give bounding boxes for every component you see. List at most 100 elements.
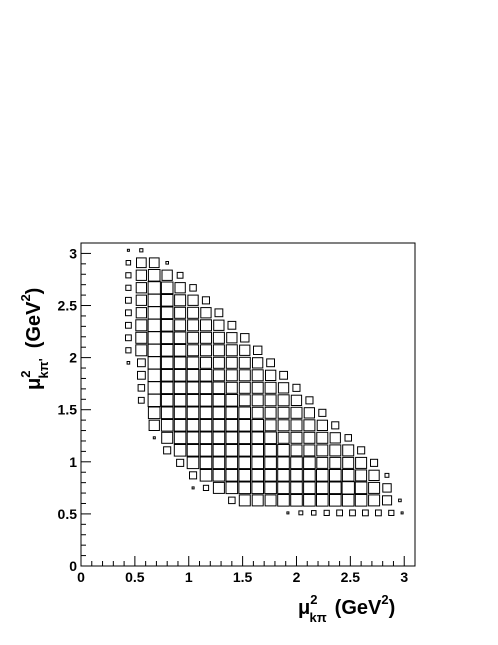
heatmap-cell bbox=[354, 494, 368, 507]
heatmap-cell bbox=[173, 419, 187, 432]
heatmap-cell bbox=[125, 321, 132, 329]
heatmap-cell bbox=[186, 381, 200, 395]
heatmap-cell bbox=[253, 345, 263, 356]
heatmap-cell bbox=[200, 331, 212, 344]
heatmap-cell bbox=[200, 356, 212, 369]
x-tick-label: 3 bbox=[400, 569, 408, 585]
heatmap-cell bbox=[238, 406, 251, 420]
heatmap-cell bbox=[174, 282, 186, 294]
heatmap-cell bbox=[370, 458, 379, 467]
heatmap-cell bbox=[199, 444, 213, 457]
heatmap-cell bbox=[225, 406, 239, 420]
heatmap-cell bbox=[212, 369, 225, 382]
heatmap-cell bbox=[213, 319, 225, 331]
heatmap-cell bbox=[227, 320, 237, 330]
heatmap-cell bbox=[290, 406, 303, 419]
heatmap-cell bbox=[199, 369, 213, 382]
x-axis-ticks: 0 0.5 1 1.5 2 2.5 3 bbox=[77, 556, 416, 585]
heatmap-cell bbox=[355, 469, 368, 482]
heatmap-cell bbox=[225, 394, 239, 407]
heatmap-cell bbox=[199, 406, 213, 420]
heatmap-cell bbox=[163, 446, 172, 455]
heatmap-cell bbox=[290, 456, 303, 470]
heatmap-cell bbox=[290, 419, 303, 432]
heatmap-cell bbox=[388, 509, 395, 516]
heatmap-cell bbox=[187, 294, 199, 306]
heatmap-cell bbox=[160, 306, 174, 320]
heatmap-cell bbox=[251, 444, 264, 457]
heatmap-cell bbox=[238, 494, 251, 507]
heatmap-cell bbox=[176, 458, 185, 467]
heatmap-cell bbox=[316, 456, 329, 469]
heatmap-cell bbox=[238, 419, 251, 432]
heatmap-cell bbox=[160, 381, 174, 395]
heatmap-cell bbox=[191, 486, 195, 490]
heatmap-cell bbox=[238, 444, 251, 457]
heatmap-cell bbox=[303, 494, 316, 507]
x-axis-title-unit-open: (GeV bbox=[335, 597, 382, 619]
heatmap-cell bbox=[368, 494, 381, 507]
heatmap-cell bbox=[251, 494, 264, 507]
heatmap-cell bbox=[277, 382, 290, 394]
heatmap-cell bbox=[354, 481, 368, 495]
heatmap-cell bbox=[186, 444, 200, 457]
heatmap-cell bbox=[329, 469, 342, 482]
heatmap-cell bbox=[200, 319, 212, 332]
heatmap-cell bbox=[212, 356, 225, 369]
heatmap-cell bbox=[147, 281, 161, 295]
heatmap-cell bbox=[316, 419, 329, 432]
heatmap-cell bbox=[125, 347, 132, 354]
heatmap-cell bbox=[201, 296, 210, 305]
heatmap-cell bbox=[173, 444, 187, 457]
heatmap-cell bbox=[305, 396, 314, 405]
heatmap-cell bbox=[264, 381, 277, 394]
heatmap-cell bbox=[225, 469, 239, 482]
heatmap-cell bbox=[147, 393, 161, 408]
heatmap-cell bbox=[225, 419, 239, 432]
heatmap-cell bbox=[265, 369, 277, 382]
heatmap-cell bbox=[303, 469, 316, 482]
heatmap-cell bbox=[341, 494, 355, 507]
heatmap-cell bbox=[238, 456, 251, 470]
heatmap-cell bbox=[147, 306, 161, 320]
heatmap-cell bbox=[277, 431, 290, 444]
heatmap-cell bbox=[398, 498, 402, 503]
heatmap-cell bbox=[266, 358, 276, 368]
heatmap-cell bbox=[200, 344, 212, 357]
heatmap-cell bbox=[292, 383, 301, 392]
heatmap-cell bbox=[160, 344, 174, 357]
heatmap-cell bbox=[329, 494, 342, 507]
heatmap-cell bbox=[238, 356, 251, 369]
heatmap-cell bbox=[252, 357, 264, 369]
x-tick-label: 0.5 bbox=[125, 569, 145, 585]
heatmap-cell bbox=[200, 307, 212, 319]
heatmap-cell bbox=[148, 257, 160, 269]
heatmap-cell bbox=[186, 456, 200, 470]
x-tick-label: 2 bbox=[293, 569, 301, 585]
heatmap-cell bbox=[147, 331, 161, 345]
heatmap-cell bbox=[303, 407, 316, 419]
heatmap-cell bbox=[329, 456, 342, 469]
heatmap-cell bbox=[264, 419, 277, 432]
heatmap-cell bbox=[174, 319, 187, 332]
heatmap-cell bbox=[173, 394, 187, 407]
y-tick-label: 1.5 bbox=[58, 402, 78, 418]
heatmap-cell bbox=[228, 496, 236, 505]
x-tick-label: 0 bbox=[77, 569, 85, 585]
heatmap-cell bbox=[277, 494, 290, 507]
heatmap-cell bbox=[290, 469, 303, 482]
heatmap-cell bbox=[277, 481, 290, 495]
heatmap-cell bbox=[147, 293, 161, 308]
heatmap-cell bbox=[212, 481, 225, 494]
heatmap-cell bbox=[277, 419, 290, 432]
heatmap-cell bbox=[212, 444, 226, 457]
heatmap-cell bbox=[277, 444, 290, 457]
plot-frame bbox=[80, 242, 416, 567]
heatmap-cell bbox=[375, 509, 382, 517]
heatmap-cell bbox=[342, 444, 355, 457]
heatmap-cell bbox=[173, 356, 187, 370]
heatmap-cell bbox=[199, 469, 213, 482]
heatmap-cell bbox=[212, 431, 226, 445]
heatmap-cell bbox=[290, 444, 303, 457]
heatmap-cell bbox=[160, 294, 174, 307]
